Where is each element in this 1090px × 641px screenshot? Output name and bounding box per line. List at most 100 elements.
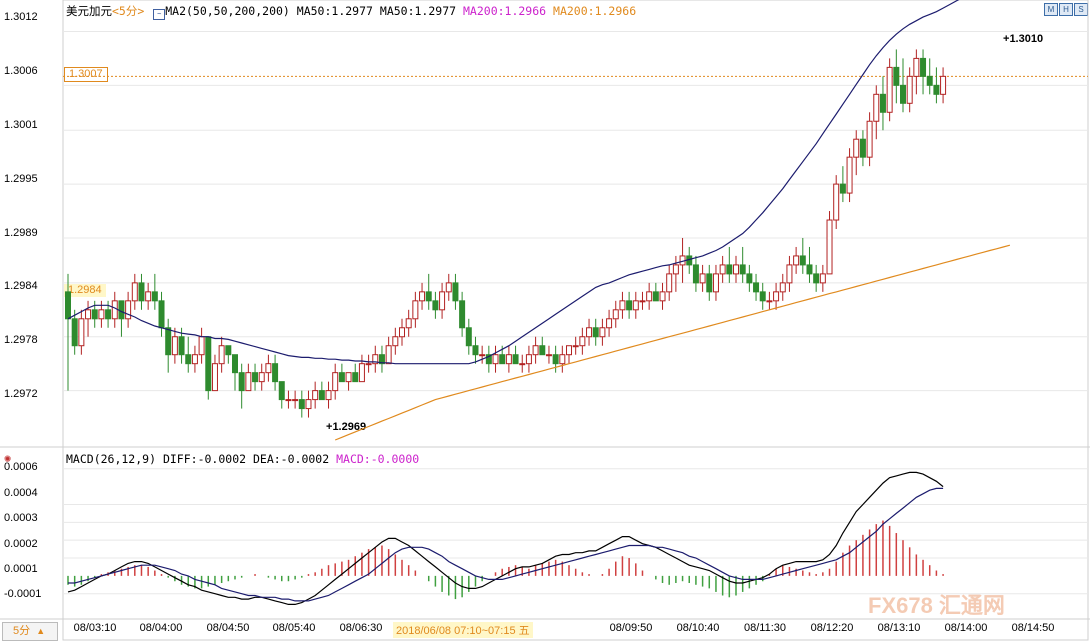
candle-body-down — [879, 93, 886, 113]
macd-tick-2: 0.0003 — [4, 512, 38, 524]
candle-body-down — [232, 354, 238, 374]
candle-body-up — [733, 264, 739, 275]
candle-body-down — [472, 345, 479, 356]
toolbar-button-m[interactable]: M — [1044, 3, 1058, 16]
candle-body-up — [211, 363, 218, 392]
candle-body-up — [525, 354, 532, 365]
candle-body-up — [265, 363, 272, 374]
candle-body-down — [512, 354, 519, 365]
candle-body-up — [606, 318, 613, 329]
toolbar-button-s[interactable]: S — [1074, 3, 1088, 16]
candle-body-up — [292, 399, 299, 402]
time-tick-0: 08/03:10 — [73, 622, 117, 634]
candle-body-down — [726, 264, 733, 275]
candle-body-up — [586, 327, 593, 338]
candle-body-up — [819, 273, 826, 284]
candle-body-down — [539, 345, 546, 356]
candle-body-down — [71, 318, 78, 347]
candle-body-up — [145, 291, 152, 302]
candle-body-up — [111, 300, 118, 320]
candle-body-up — [632, 300, 639, 311]
candle-body-up — [833, 183, 840, 221]
ma200-value-b: MA200:1.2966 — [553, 4, 637, 18]
candle-body-up — [545, 354, 552, 357]
candle-body-up — [125, 300, 132, 320]
candle-body-up — [505, 354, 512, 365]
candle-body-down — [452, 282, 459, 302]
candle-body-down — [298, 399, 305, 410]
candle-body-up — [719, 264, 726, 275]
candle-body-down — [859, 138, 866, 158]
candle-body-up — [793, 255, 800, 266]
candle-body-up — [712, 273, 719, 293]
low-price-mark: +1.2969 — [326, 421, 367, 433]
candle-body-up — [218, 345, 225, 365]
candle-body-up — [572, 345, 579, 348]
candle-body-up — [492, 354, 499, 365]
macd-settings-icon[interactable]: ✺ — [4, 451, 12, 465]
candle-body-up — [191, 354, 198, 365]
macd-tick-5: -0.0001 — [4, 588, 42, 600]
candle-body-up — [886, 66, 893, 113]
macd-dea: DEA:-0.0002 — [252, 452, 330, 466]
ma50-value-a: MA50:1.2977 — [296, 4, 373, 18]
candle-body-up — [445, 282, 452, 293]
candle-body-up — [559, 354, 566, 365]
candle-body-up — [579, 336, 586, 347]
time-tick-10: 08/14:00 — [944, 622, 988, 634]
candle-body-up — [358, 363, 365, 383]
candle-body-up — [679, 255, 686, 266]
candle-body-up — [773, 291, 780, 302]
candle-body-up — [873, 93, 880, 122]
candle-body-up — [612, 309, 619, 320]
candle-body-up — [98, 309, 105, 320]
candle-body-up — [198, 336, 205, 356]
ma200-value-a: MA200:1.2966 — [463, 4, 547, 18]
period-button[interactable]: 5分 ▲ — [2, 622, 58, 641]
price-tick-6: 1.2978 — [4, 334, 38, 346]
triangle-up-icon: ▲ — [36, 626, 46, 636]
plot-frame — [62, 0, 1089, 641]
price-tick-1: 1.3006 — [4, 65, 38, 77]
candle-body-down — [178, 336, 185, 356]
candle-body-down — [626, 300, 633, 311]
candle-body-up — [826, 219, 833, 275]
toolbar-button-h[interactable]: H — [1059, 3, 1073, 16]
candle-body-down — [753, 282, 760, 293]
macd-value: MACD:-0.0000 — [336, 452, 420, 466]
candle-body-up — [405, 318, 412, 329]
ma50-line — [67, 0, 960, 365]
candle-body-up — [285, 399, 292, 402]
candle-body-down — [205, 336, 212, 392]
candle-body-down — [933, 84, 940, 95]
candle-body-up — [913, 57, 920, 77]
macd-tick-1: 0.0004 — [4, 487, 38, 499]
candle-body-down — [91, 309, 98, 320]
candle-body-up — [519, 363, 526, 366]
candle-body-down — [432, 300, 439, 311]
candle-body-down — [272, 363, 279, 383]
candle-body-up — [412, 300, 419, 320]
candle-body-up — [532, 345, 539, 356]
candle-body-up — [639, 300, 646, 303]
candle-body-down — [806, 264, 813, 275]
candle-body-down — [425, 291, 432, 302]
time-crosshair-label: 2018/06/08 07:10~07:15 五 — [393, 622, 533, 638]
candle-body-up — [439, 291, 446, 311]
candle-body-down — [499, 354, 506, 365]
candle-body-down — [926, 75, 933, 86]
price-tick-2: 1.3001 — [4, 119, 38, 131]
price-tick-0: 1.3012 — [4, 11, 38, 23]
indicator-icon: ~ — [153, 9, 166, 20]
candle-body-up — [245, 372, 252, 392]
price-tick-7: 1.2972 — [4, 388, 38, 400]
candle-body-down — [465, 327, 472, 347]
candle-body-up — [846, 156, 853, 194]
candle-body-up — [392, 336, 399, 347]
candle-body-down — [151, 291, 158, 302]
candle-body-up — [131, 282, 138, 302]
candle-body-down — [746, 273, 753, 284]
candle-body-down — [813, 273, 820, 284]
crosshair-price-box: 1.2984 — [64, 284, 106, 297]
